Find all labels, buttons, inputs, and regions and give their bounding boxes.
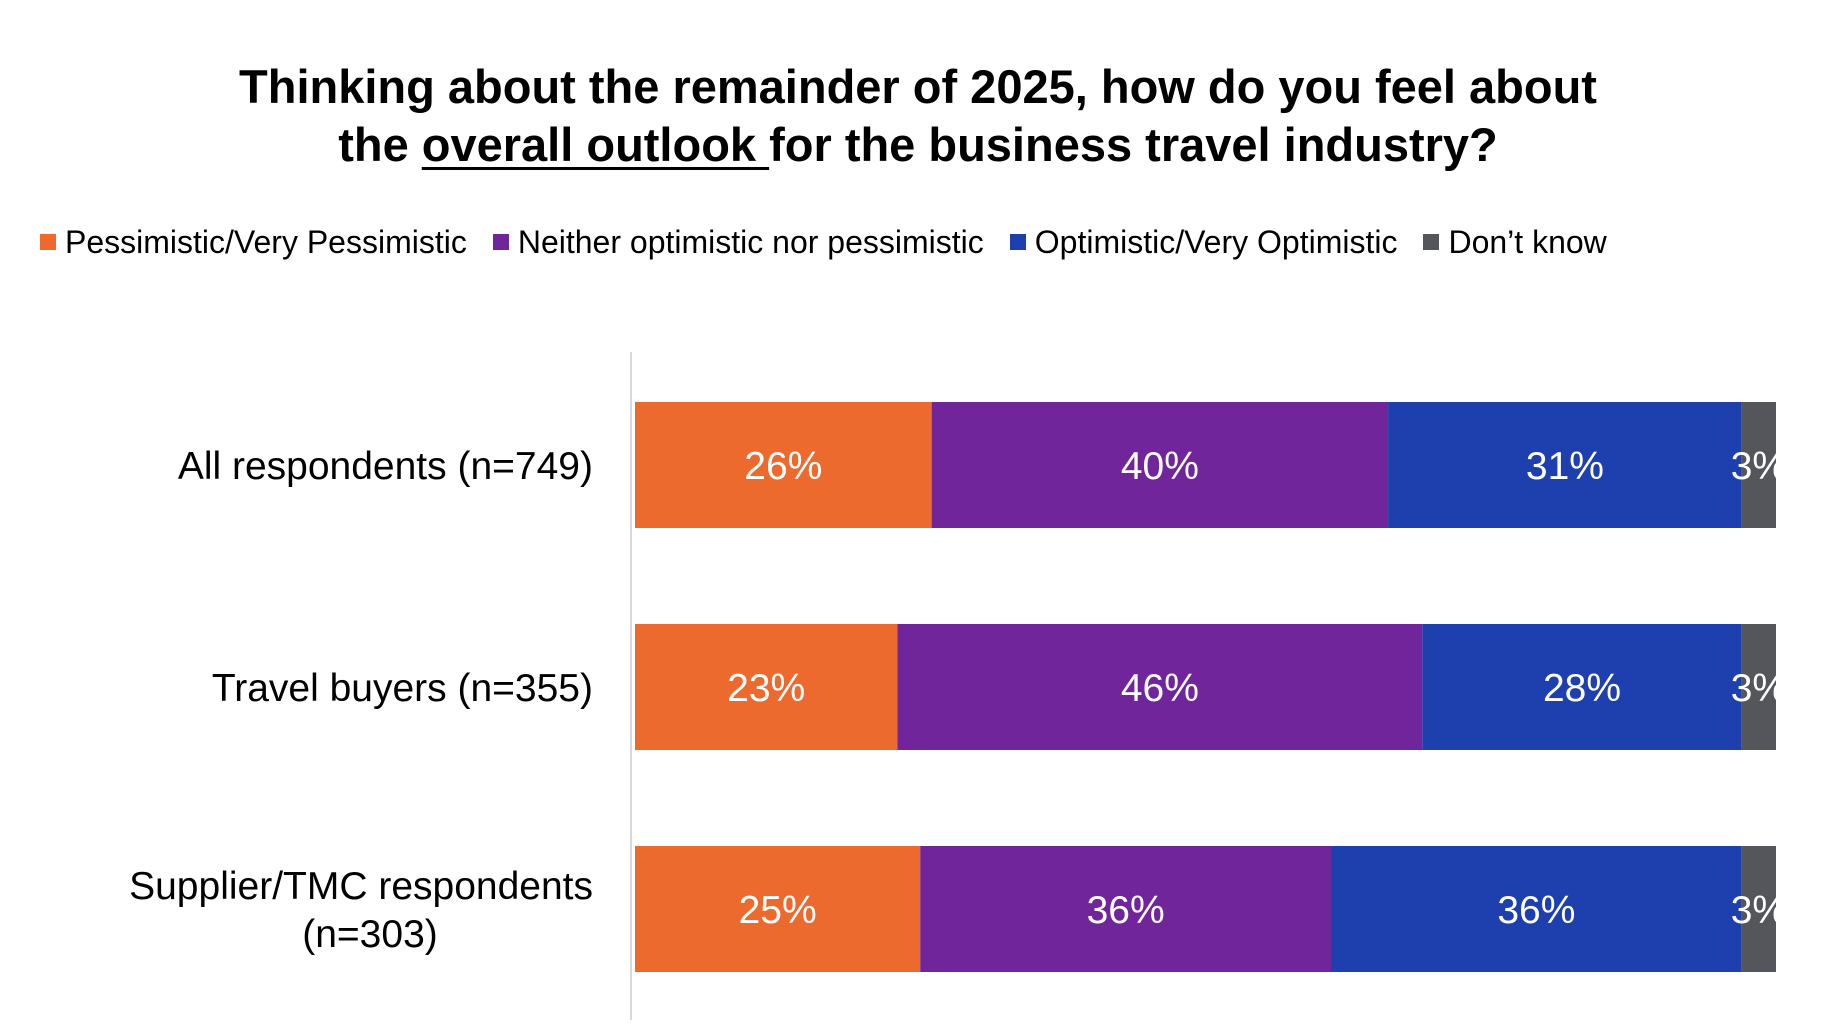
chart-title-line2: the overall outlook for the business tra… [0, 116, 1836, 174]
data-label: 3% [1731, 445, 1787, 488]
chart-title-line2-pre: the [338, 118, 422, 171]
bar-segment [1741, 846, 1776, 972]
chart-title-line1: Thinking about the remainder of 2025, ho… [239, 60, 1597, 113]
legend-item-2: Neither optimistic nor pessimistic [492, 223, 984, 261]
data-label: 28% [1543, 667, 1621, 710]
category-label: Travel buyers (n=355) [212, 667, 593, 710]
legend-label: Neither optimistic nor pessimistic [517, 223, 984, 260]
data-label: 3% [1731, 667, 1787, 710]
bar-segment [1388, 402, 1742, 528]
data-label: 46% [1121, 667, 1199, 710]
bar-segment [1331, 846, 1742, 972]
legend-item-3: Optimistic/Very Optimistic [1009, 223, 1398, 261]
bar-segment [931, 402, 1389, 528]
chart-title: Thinking about the remainder of 2025, ho… [0, 58, 1836, 174]
legend-label: Pessimistic/Very Pessimistic [65, 223, 467, 260]
data-label: 23% [727, 667, 805, 710]
category-label: Supplier/TMC respondents (n=303) [129, 865, 593, 956]
legend-swatch [1423, 234, 1440, 250]
legend-swatch [1009, 234, 1026, 250]
bar-segment [1422, 624, 1742, 750]
data-label: 36% [1087, 889, 1165, 932]
legend: Pessimistic/Very Pessimistic Neither opti… [40, 220, 1633, 264]
data-label: 36% [1497, 889, 1575, 932]
data-label: 3% [1731, 889, 1787, 932]
legend-swatch [40, 234, 56, 250]
bar-segment [635, 402, 932, 528]
data-label: 26% [744, 445, 822, 488]
data-label: 25% [739, 889, 817, 932]
legend-label: Optimistic/Very Optimistic [1034, 223, 1398, 260]
data-label: 40% [1121, 445, 1199, 488]
chart-title-line2-post: for the business travel industry? [769, 118, 1498, 171]
bar-segment [1741, 624, 1776, 750]
bar-segment [897, 624, 1423, 750]
category-label: All respondents (n=749) [178, 445, 593, 488]
bar-segment [635, 846, 921, 972]
chart-title-underlined: overall outlook [421, 118, 770, 171]
data-label: 31% [1526, 445, 1604, 488]
legend-swatch [492, 234, 509, 250]
legend-item-1: Pessimistic/Very Pessimistic [40, 224, 467, 261]
bar-segment [635, 624, 898, 750]
bar-segment [1741, 402, 1776, 528]
bar-segment [920, 846, 1332, 972]
legend-label: Don’t know [1448, 223, 1607, 260]
legend-item-4: Don’t know [1423, 223, 1607, 261]
